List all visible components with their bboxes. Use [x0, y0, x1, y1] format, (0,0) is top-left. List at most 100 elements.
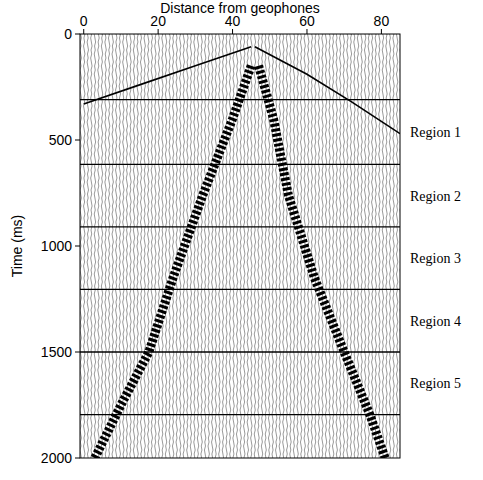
- region-boundary: [80, 226, 400, 227]
- trace: [347, 34, 348, 458]
- trace: [268, 34, 269, 458]
- trace: [272, 34, 273, 458]
- event-line: [255, 47, 400, 134]
- trace: [194, 34, 195, 458]
- y-tick-label: 500: [49, 132, 73, 148]
- trace: [254, 34, 255, 458]
- trace: [119, 34, 120, 458]
- plot-frame: [80, 34, 400, 458]
- x-tick: [158, 29, 159, 34]
- trace: [247, 34, 248, 458]
- trace: [212, 34, 213, 458]
- trace: [112, 34, 113, 458]
- trace: [215, 34, 216, 458]
- trace: [165, 34, 166, 458]
- trace: [169, 34, 170, 458]
- trace: [357, 34, 358, 458]
- trace: [226, 34, 227, 458]
- trace: [389, 34, 390, 458]
- region-boundary: [80, 289, 400, 290]
- region-boundary: [80, 414, 400, 415]
- region-label: Region 4: [410, 314, 461, 329]
- y-axis-title: Time (ms): [9, 215, 25, 277]
- trace: [137, 34, 138, 458]
- traces: [80, 34, 400, 458]
- trace: [368, 34, 369, 458]
- trace: [87, 34, 88, 458]
- x-tick-label: 0: [80, 13, 88, 29]
- trace: [354, 34, 355, 458]
- trace: [204, 34, 205, 458]
- trace: [123, 34, 124, 458]
- x-tick-label: 80: [374, 13, 390, 29]
- trace: [396, 34, 397, 458]
- trace: [382, 34, 383, 458]
- x-tick: [381, 29, 382, 34]
- trace: [236, 34, 237, 458]
- trace: [322, 34, 323, 458]
- trace: [140, 34, 141, 458]
- trace: [311, 34, 312, 458]
- event-line: [84, 47, 251, 104]
- trace: [208, 34, 209, 458]
- y-tick: [75, 246, 80, 247]
- region-label: Region 5: [410, 376, 461, 391]
- region-label: Region 2: [410, 189, 461, 204]
- trace: [375, 34, 376, 458]
- trace: [180, 34, 181, 458]
- region-boundary: [80, 164, 400, 165]
- trace: [148, 34, 149, 458]
- trace: [190, 34, 191, 458]
- chart: Region 1Region 2Region 3Region 4Region 5…: [0, 0, 483, 480]
- trace: [329, 34, 330, 458]
- trace: [158, 34, 159, 458]
- trace: [201, 34, 202, 458]
- trace: [350, 34, 351, 458]
- trace: [91, 34, 92, 458]
- trace: [197, 34, 198, 458]
- trace: [133, 34, 134, 458]
- region-label: Region 1: [410, 125, 461, 140]
- trace: [293, 34, 294, 458]
- x-tick: [232, 29, 233, 34]
- trace: [162, 34, 163, 458]
- trace: [155, 34, 156, 458]
- region-boundary: [80, 351, 400, 352]
- trace: [318, 34, 319, 458]
- trace: [315, 34, 316, 458]
- trace: [286, 34, 287, 458]
- y-tick-label: 0: [64, 26, 72, 42]
- trace: [151, 34, 152, 458]
- trace: [276, 34, 277, 458]
- trace: [172, 34, 173, 458]
- trace: [372, 34, 373, 458]
- trace: [258, 34, 259, 458]
- trace: [229, 34, 230, 458]
- trace: [108, 34, 109, 458]
- trace: [379, 34, 380, 458]
- trace: [325, 34, 326, 458]
- trace: [176, 34, 177, 458]
- y-tick: [75, 34, 80, 35]
- trace: [290, 34, 291, 458]
- trace: [94, 34, 95, 458]
- trace: [386, 34, 387, 458]
- trace: [219, 34, 220, 458]
- trace: [240, 34, 241, 458]
- event-band: [259, 66, 386, 458]
- trace: [297, 34, 298, 458]
- y-tick-label: 1000: [41, 238, 72, 254]
- trace: [336, 34, 337, 458]
- y-tick: [75, 140, 80, 141]
- trace: [340, 34, 341, 458]
- y-tick-label: 1500: [41, 344, 72, 360]
- trace: [393, 34, 394, 458]
- trace: [251, 34, 252, 458]
- trace: [233, 34, 234, 458]
- event-band: [95, 66, 251, 458]
- trace: [283, 34, 284, 458]
- events: [84, 47, 400, 458]
- trace: [279, 34, 280, 458]
- x-axis-title: Distance from geophones: [160, 0, 320, 16]
- trace: [105, 34, 106, 458]
